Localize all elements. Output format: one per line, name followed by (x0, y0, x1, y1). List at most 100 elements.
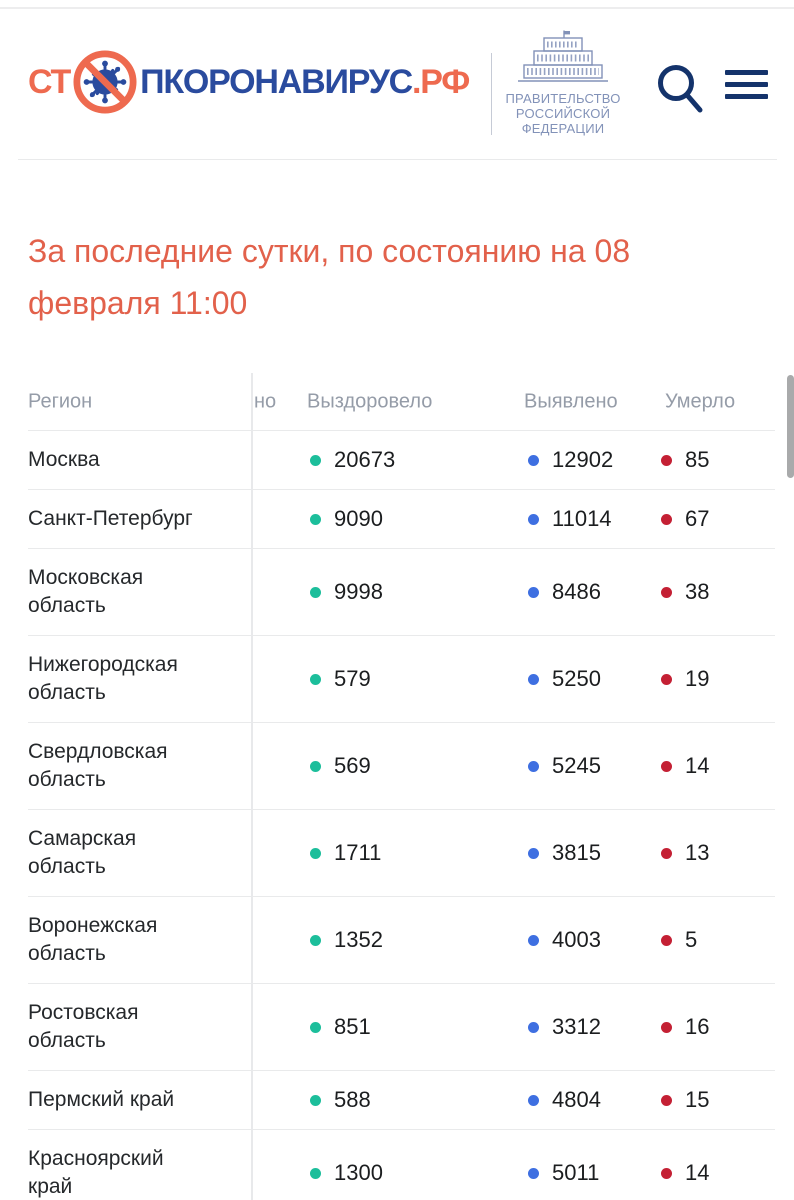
no-virus-prohibition-icon (73, 50, 137, 114)
government-label-line3: ФЕДЕРАЦИИ (521, 121, 605, 136)
logo-text-st: СТ (28, 62, 71, 101)
detected-cell: 5250 (528, 666, 601, 692)
detected-dot-icon (528, 513, 539, 525)
table-row: Воронежская область 1352 4003 5 (28, 896, 775, 983)
recovered-cell: 569 (310, 753, 371, 779)
died-dot-icon (661, 513, 672, 525)
died-value: 19 (685, 666, 710, 691)
detected-cell: 11014 (528, 506, 612, 532)
site-logo[interactable]: СТ (28, 50, 470, 114)
detected-cell: 12902 (528, 447, 613, 473)
detected-dot-icon (528, 1021, 539, 1033)
recovered-dot-icon (310, 1167, 321, 1179)
header-vertical-divider (491, 53, 492, 135)
detected-value: 12902 (552, 447, 614, 472)
died-value: 16 (685, 1014, 710, 1039)
detected-cell: 4003 (528, 927, 601, 953)
detected-value: 5245 (552, 753, 601, 778)
table-row: Пермский край 588 4804 15 (28, 1070, 775, 1129)
recovered-dot-icon (310, 1094, 321, 1106)
recovered-cell: 20673 (310, 447, 395, 473)
government-label-line1: ПРАВИТЕЛЬСТВО (505, 91, 621, 106)
recovered-value: 569 (334, 753, 371, 778)
column-header-region: Регион (28, 390, 93, 412)
recovered-value: 9998 (334, 579, 383, 604)
government-house-icon (518, 30, 608, 82)
recovered-value: 9090 (334, 506, 383, 531)
table-row: Московская область 9998 8486 38 (28, 548, 775, 635)
died-cell: 13 (661, 840, 709, 866)
region-cell: Воронежская область (28, 914, 158, 965)
died-value: 67 (685, 506, 710, 531)
region-cell: Ростовская область (28, 1001, 139, 1052)
recovered-value: 579 (334, 666, 371, 691)
died-cell: 38 (661, 579, 709, 605)
died-value: 15 (685, 1087, 710, 1112)
died-value: 38 (685, 579, 710, 604)
column-header-died: Умерло (665, 390, 736, 412)
region-cell: Московская область (28, 566, 144, 617)
page-scrollbar-thumb[interactable] (787, 375, 794, 478)
died-cell: 5 (661, 927, 697, 953)
detected-dot-icon (528, 454, 539, 466)
died-dot-icon (661, 673, 672, 685)
recovered-value: 1300 (334, 1160, 383, 1185)
detected-cell: 5011 (528, 1160, 599, 1186)
recovered-cell: 1711 (310, 840, 381, 866)
died-dot-icon (661, 1094, 672, 1106)
recovered-cell: 851 (310, 1014, 371, 1040)
search-button[interactable] (655, 62, 705, 114)
recovered-value: 588 (334, 1087, 371, 1112)
detected-value: 4003 (552, 927, 601, 952)
died-value: 5 (685, 927, 698, 952)
died-dot-icon (661, 1021, 672, 1033)
recovered-dot-icon (310, 586, 321, 598)
government-emblem[interactable]: ПРАВИТЕЛЬСТВО РОССИЙСКОЙ ФЕДЕРАЦИИ (503, 30, 623, 136)
detected-cell: 3312 (528, 1014, 601, 1040)
logo-text-koronavirus: ПКОРОНАВИРУС (140, 62, 413, 101)
table-row: Нижегородская область 579 5250 19 (28, 635, 775, 722)
table-row: Красноярский край 1300 5011 14 (28, 1129, 775, 1200)
detected-cell: 3815 (528, 840, 601, 866)
detected-cell: 8486 (528, 579, 601, 605)
recovered-value: 851 (334, 1014, 371, 1039)
table-row: Свердловская область 569 5245 14 (28, 722, 775, 809)
died-cell: 14 (661, 1160, 709, 1186)
detected-dot-icon (528, 760, 539, 772)
recovered-dot-icon (310, 513, 321, 525)
died-dot-icon (661, 1167, 672, 1179)
recovered-dot-icon (310, 454, 321, 466)
died-dot-icon (661, 934, 672, 946)
recovered-dot-icon (310, 1021, 321, 1033)
region-cell: Свердловская область (28, 740, 168, 791)
detected-value: 3312 (552, 1014, 601, 1039)
detected-cell: 4804 (528, 1087, 601, 1113)
detected-value: 5250 (552, 666, 601, 691)
table-row: Ростовская область 851 3312 16 (28, 983, 775, 1070)
logo-text-rf: .РФ (412, 62, 470, 101)
government-label-line2: РОССИЙСКОЙ (515, 106, 611, 121)
region-cell: Москва (28, 448, 100, 471)
detected-value: 4804 (552, 1087, 601, 1112)
detected-dot-icon (528, 1167, 539, 1179)
page-title: За последние сутки, по состоянию на 08 ф… (28, 233, 631, 322)
recovered-cell: 579 (310, 666, 371, 692)
detected-value: 5011 (552, 1160, 600, 1185)
covid-stats-table: Регион но Выздоровело Выявлено Умерло Мо… (0, 373, 794, 1200)
died-cell: 14 (661, 753, 709, 779)
detected-value: 11014 (552, 506, 612, 531)
detected-dot-icon (528, 847, 539, 859)
search-icon (658, 65, 703, 113)
hamburger-menu-button[interactable] (725, 70, 768, 99)
died-dot-icon (661, 586, 672, 598)
recovered-dot-icon (310, 847, 321, 859)
detected-dot-icon (528, 1094, 539, 1106)
recovered-value: 1711 (334, 840, 382, 865)
recovered-cell: 588 (310, 1087, 371, 1113)
hamburger-menu-icon (725, 70, 768, 75)
recovered-dot-icon (310, 934, 321, 946)
recovered-dot-icon (310, 673, 321, 685)
died-dot-icon (661, 760, 672, 772)
column-header-recovered: Выздоровело (307, 390, 433, 412)
died-cell: 85 (661, 447, 709, 473)
